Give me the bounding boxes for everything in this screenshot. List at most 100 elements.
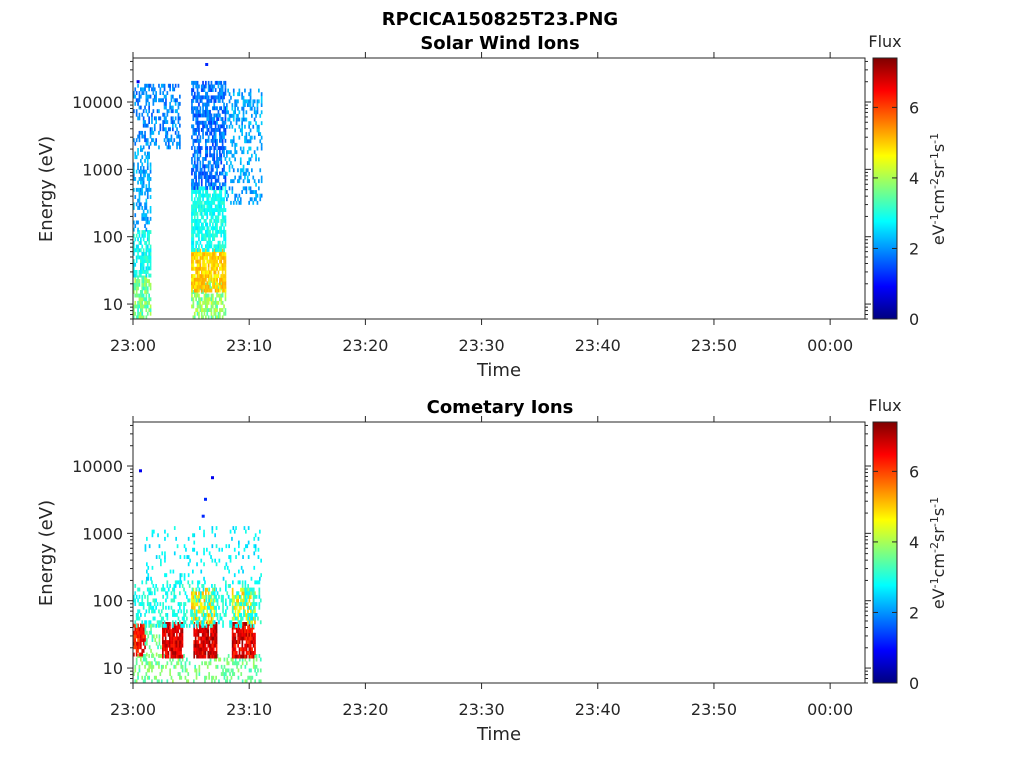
spectrogram-cell — [142, 623, 145, 628]
spectrogram-cell — [245, 544, 247, 549]
spectrogram-cell — [158, 555, 161, 559]
spectrogram-cell — [193, 311, 196, 316]
spectrogram-cell — [156, 661, 159, 666]
spectrogram-cell — [210, 270, 213, 275]
spectrogram-cell — [158, 664, 160, 669]
spectrogram-cell — [163, 620, 166, 625]
spectrogram-cell — [214, 248, 217, 252]
spectrogram-cell — [145, 290, 148, 294]
spectrogram-cell — [191, 274, 193, 278]
spectrogram-cell — [212, 157, 214, 161]
spectrogram-cell — [145, 580, 148, 585]
spectrogram-cell — [141, 270, 144, 274]
spectrogram-cell — [221, 171, 224, 176]
spectrogram-cell — [144, 130, 146, 135]
spectrogram-cell — [242, 598, 245, 603]
spectrogram-cell — [206, 297, 209, 302]
spectrogram-cell — [134, 141, 137, 146]
spectrogram-cell — [205, 178, 207, 183]
spectrogram-cell — [176, 654, 178, 659]
spectrogram-cell — [221, 281, 224, 286]
spectrogram-cell — [196, 625, 198, 630]
spectrogram-cell — [202, 186, 204, 191]
spectrogram-cell — [248, 651, 251, 655]
spectrogram-cell — [133, 220, 135, 225]
spectrogram-cell — [238, 609, 241, 614]
spectrogram-cell — [249, 609, 252, 614]
spectrogram-cell — [141, 216, 144, 221]
spectrogram-cell — [166, 654, 168, 659]
spectrogram-cell — [221, 200, 224, 205]
spectrogram-cell — [219, 186, 221, 191]
spectrogram-cell — [256, 103, 259, 107]
spectrogram-cell — [148, 248, 150, 253]
spectrogram-cell — [212, 193, 214, 198]
spectrogram-cell — [195, 293, 197, 298]
spectrogram-cell — [197, 580, 199, 585]
spectrogram-cell — [254, 544, 257, 549]
spectrogram-cell — [177, 622, 180, 626]
spectrogram-cell — [209, 153, 211, 158]
spectrogram-cell — [180, 647, 182, 652]
spectrogram-cell — [203, 226, 206, 231]
spectrogram-cell — [231, 622, 234, 626]
spectrogram-cell — [195, 193, 197, 198]
spectrogram-cell — [253, 565, 256, 570]
spectrogram-cell — [159, 620, 162, 625]
spectrogram-cell — [210, 219, 213, 223]
spectrogram-cell — [133, 91, 135, 95]
spectrogram-cell — [196, 229, 199, 234]
spectrogram-cell — [209, 149, 211, 154]
spectrogram-cell — [146, 262, 149, 267]
spectrogram-cell — [176, 613, 178, 617]
colorbar — [872, 421, 898, 684]
spectrogram-cell — [162, 647, 164, 652]
spectrogram-cell — [195, 204, 197, 209]
spectrogram-cell — [159, 123, 162, 128]
spectrogram-cell — [153, 529, 155, 534]
spectrogram-cell — [223, 237, 225, 241]
spectrogram-cell — [213, 190, 216, 194]
spectrogram-cell — [199, 171, 202, 176]
spectrogram-cell — [237, 602, 239, 607]
spectrogram-cell — [173, 87, 176, 92]
spectrogram-cell — [155, 555, 158, 559]
spectrogram-cell — [162, 654, 164, 659]
spectrogram-cell — [193, 153, 196, 158]
colorbar-tick-label: 6 — [909, 98, 919, 117]
spectrogram-cell — [223, 255, 225, 260]
spectrogram-cell — [206, 208, 209, 212]
spectrogram-cell — [200, 266, 203, 271]
spectrogram-cell — [174, 629, 177, 634]
spectrogram-cell — [155, 605, 157, 610]
spectrogram-cell — [226, 124, 228, 129]
spectrogram-cell — [233, 616, 235, 621]
spectrogram-cell — [174, 98, 177, 103]
spectrogram-cell — [199, 636, 201, 641]
spectrogram-cell — [220, 277, 223, 282]
spectrogram-cell — [191, 240, 193, 245]
spectrogram-cell — [176, 141, 178, 146]
spectrogram-cell — [215, 609, 217, 614]
spectrogram-cell — [205, 120, 207, 125]
spectrogram-cell — [245, 190, 248, 194]
spectrogram-cell — [196, 128, 199, 132]
spectrogram-cell — [138, 91, 141, 95]
spectrogram-cell — [225, 587, 227, 592]
spectrogram-cell — [214, 533, 216, 538]
spectrogram-cell — [216, 288, 218, 293]
spectrogram-cell — [239, 602, 241, 606]
spectrogram-cell — [245, 679, 248, 684]
spectrogram-cell — [223, 208, 225, 212]
spectrogram-cell — [223, 281, 225, 286]
spectrogram-cell — [241, 580, 244, 585]
spectrogram-cell — [241, 629, 244, 634]
spectrogram-cell — [205, 594, 208, 599]
spectrogram-cell — [203, 124, 206, 129]
spectrogram-cell — [177, 116, 180, 121]
spectrogram-cell — [195, 284, 197, 289]
spectrogram-cell — [179, 584, 181, 588]
spectrogram-cell — [202, 233, 204, 238]
spectrogram-cell — [146, 598, 149, 603]
